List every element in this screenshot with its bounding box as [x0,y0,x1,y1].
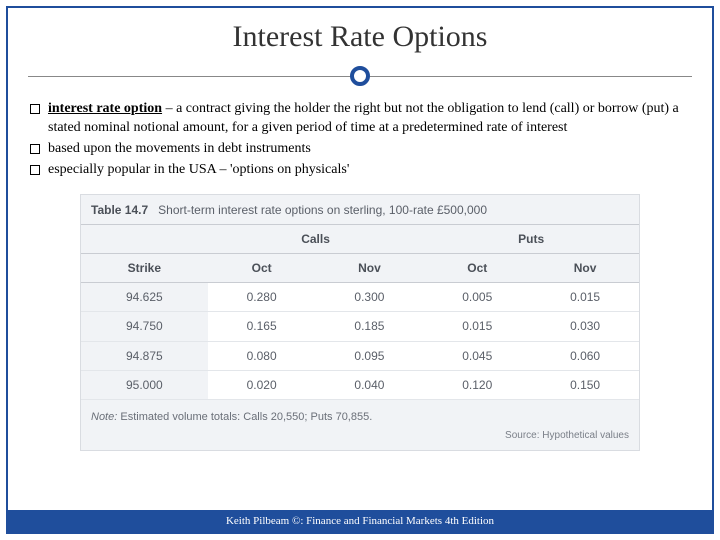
col-empty [81,225,208,254]
data-table: Calls Puts Strike Oct Nov Oct Nov 94.625… [81,225,639,400]
options-table: Table 14.7 Short-term interest rate opti… [80,194,640,452]
table-row: 94.750 0.165 0.185 0.015 0.030 [81,312,639,341]
cell: 0.015 [423,312,531,341]
table-caption: Table 14.7 Short-term interest rate opti… [81,195,639,225]
table-row: 94.625 0.280 0.300 0.005 0.015 [81,283,639,312]
cell: 0.300 [316,283,424,312]
defined-term: interest rate option [48,101,162,116]
square-bullet-icon [30,144,40,154]
cell: 0.020 [208,370,316,399]
note-text: Estimated volume totals: Calls 20,550; P… [120,411,372,423]
cell: 0.165 [208,312,316,341]
cell: 0.040 [316,370,424,399]
cell-strike: 95.000 [81,370,208,399]
table-note: Note: Estimated volume totals: Calls 20,… [81,400,639,429]
col-strike: Strike [81,253,208,282]
cell: 0.045 [423,341,531,370]
cell: 0.150 [531,370,639,399]
square-bullet-icon [30,165,40,175]
cell: 0.060 [531,341,639,370]
slide-title: Interest Rate Options [0,20,720,54]
title-divider [0,66,720,86]
table-row: 95.000 0.020 0.040 0.120 0.150 [81,370,639,399]
square-bullet-icon [30,104,40,114]
circle-icon [350,66,370,86]
body-content: interest rate option – a contract giving… [0,86,720,451]
cell: 0.185 [316,312,424,341]
bullet-text: interest rate option – a contract giving… [48,100,690,138]
cell-strike: 94.625 [81,283,208,312]
table-number: Table 14.7 [91,203,148,217]
cell-strike: 94.875 [81,341,208,370]
list-item: especially popular in the USA – 'options… [30,161,690,180]
table-group-header-row: Calls Puts [81,225,639,254]
col-group-puts: Puts [423,225,639,254]
col-calls-nov: Nov [316,253,424,282]
cell: 0.080 [208,341,316,370]
source-label: Source: [505,430,539,441]
source-text: Hypothetical values [542,430,629,441]
cell-strike: 94.750 [81,312,208,341]
list-item: based upon the movements in debt instrum… [30,140,690,159]
col-puts-nov: Nov [531,253,639,282]
cell: 0.280 [208,283,316,312]
note-label: Note: [91,411,117,423]
footer-text: Keith Pilbeam ©: Finance and Financial M… [226,515,494,527]
footer-bar: Keith Pilbeam ©: Finance and Financial M… [8,510,712,532]
table-caption-text: Short-term interest rate options on ster… [158,203,487,217]
title-area: Interest Rate Options [0,0,720,86]
cell: 0.030 [531,312,639,341]
table-row: 94.875 0.080 0.095 0.045 0.060 [81,341,639,370]
cell: 0.095 [316,341,424,370]
col-calls-oct: Oct [208,253,316,282]
cell: 0.120 [423,370,531,399]
table-header-row: Strike Oct Nov Oct Nov [81,253,639,282]
bullet-text: especially popular in the USA – 'options… [48,161,690,180]
col-group-calls: Calls [208,225,424,254]
col-puts-oct: Oct [423,253,531,282]
list-item: interest rate option – a contract giving… [30,100,690,138]
cell: 0.015 [531,283,639,312]
table-source: Source: Hypothetical values [81,429,639,451]
bullet-text: based upon the movements in debt instrum… [48,140,690,159]
cell: 0.005 [423,283,531,312]
